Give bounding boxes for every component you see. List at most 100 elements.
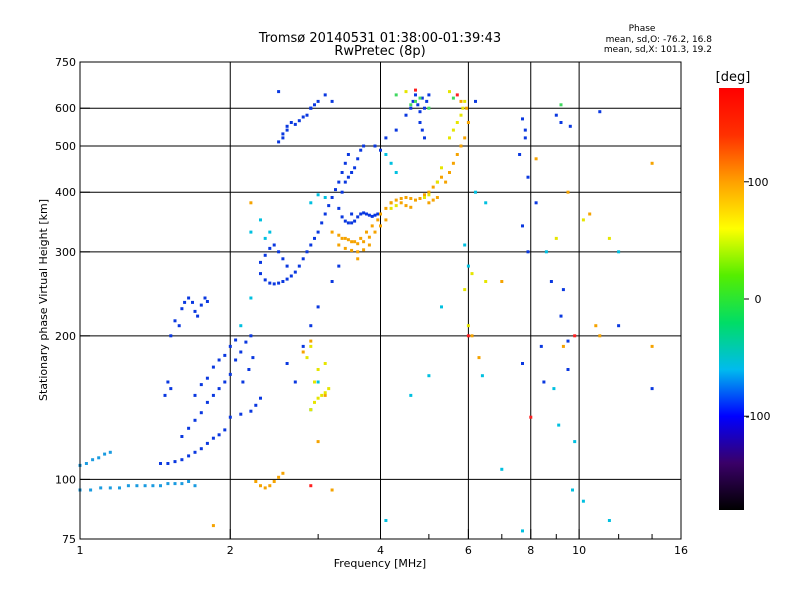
data-point: [455, 93, 459, 97]
data-point: [384, 519, 388, 522]
data-point: [379, 148, 382, 152]
data-point: [427, 193, 431, 197]
x-axis-ticks: 1 2 4 6 8 10 16: [77, 529, 688, 557]
data-point: [523, 136, 527, 140]
data-point: [474, 99, 477, 103]
data-point: [529, 415, 533, 419]
data-point: [359, 212, 363, 216]
data-point: [461, 106, 465, 110]
data-point: [268, 230, 272, 234]
data-point: [289, 121, 293, 124]
data-point: [340, 215, 344, 219]
data-point: [444, 180, 448, 184]
data-point: [337, 206, 341, 210]
data-point: [263, 486, 267, 490]
data-point: [247, 368, 251, 371]
data-point: [544, 250, 548, 254]
data-point: [293, 270, 297, 274]
data-point: [223, 380, 227, 384]
data-point: [466, 264, 470, 268]
data-point: [234, 338, 238, 342]
data-point: [249, 409, 253, 413]
data-point: [151, 484, 155, 488]
data-point: [465, 106, 469, 110]
data-point: [234, 358, 238, 362]
data-point: [301, 350, 305, 354]
data-point: [650, 344, 654, 348]
data-point: [409, 106, 413, 110]
data-point: [343, 219, 347, 223]
data-point: [285, 124, 289, 128]
data-point: [343, 161, 347, 165]
data-points: [78, 88, 654, 533]
data-point: [316, 230, 320, 234]
data-point: [323, 93, 327, 97]
data-point: [389, 201, 393, 205]
data-point: [423, 106, 426, 110]
data-point: [340, 190, 344, 194]
colorbar-tick-label: -100: [746, 410, 771, 423]
data-point: [135, 484, 139, 488]
data-point: [463, 243, 467, 247]
data-point: [409, 197, 413, 200]
data-point: [211, 436, 215, 440]
data-point: [297, 119, 301, 123]
data-point: [534, 157, 538, 161]
data-point: [384, 153, 388, 156]
data-point: [353, 219, 357, 223]
data-point: [539, 344, 543, 348]
data-point: [251, 356, 255, 360]
data-point: [362, 240, 366, 244]
data-point: [598, 110, 602, 114]
x-tick-label: 1: [77, 544, 84, 557]
data-point: [431, 185, 435, 189]
data-point: [191, 300, 194, 304]
data-point: [566, 339, 570, 343]
phase-stats-title: Phase: [629, 24, 656, 34]
data-point: [414, 99, 417, 103]
data-point: [350, 248, 354, 252]
data-point: [180, 435, 184, 438]
colorbar-ticks: 100 0 -100: [744, 176, 770, 423]
data-point: [91, 458, 95, 462]
data-point: [108, 450, 112, 454]
data-point: [249, 201, 253, 205]
data-point: [337, 180, 341, 184]
data-point: [309, 408, 313, 412]
data-point: [440, 166, 443, 170]
data-point: [159, 484, 162, 488]
data-point: [463, 136, 467, 140]
data-point: [263, 278, 267, 282]
data-point: [205, 441, 209, 445]
data-point: [228, 344, 232, 348]
data-point: [305, 250, 309, 254]
data-point: [500, 467, 504, 471]
data-point: [316, 193, 320, 197]
data-point: [470, 334, 474, 338]
data-point: [268, 484, 272, 488]
data-point: [316, 396, 320, 400]
data-point: [340, 236, 344, 240]
data-point: [118, 486, 121, 490]
data-point: [277, 140, 281, 144]
data-point: [523, 128, 527, 132]
data-point: [309, 106, 313, 110]
data-point: [187, 296, 191, 300]
colorbar-tick-label: 0: [755, 293, 762, 306]
data-point: [217, 433, 221, 437]
data-point: [199, 411, 203, 415]
data-point: [285, 264, 289, 268]
data-point: [166, 482, 170, 486]
data-point: [559, 103, 563, 107]
data-point: [285, 128, 289, 132]
data-point: [414, 198, 417, 202]
data-point: [309, 324, 313, 328]
data-point: [455, 121, 459, 124]
data-point: [293, 122, 297, 126]
data-point: [217, 358, 221, 362]
data-point: [559, 121, 563, 124]
data-point: [581, 499, 585, 503]
data-point: [259, 260, 262, 264]
data-point: [399, 197, 403, 200]
data-point: [277, 475, 281, 479]
